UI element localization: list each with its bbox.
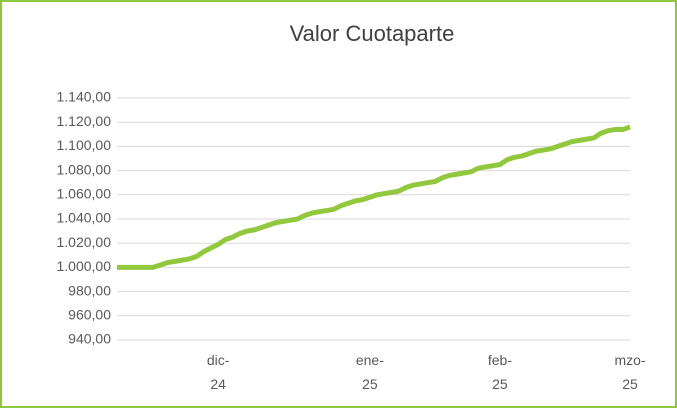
x-tick-label: feb-25	[487, 352, 512, 392]
y-tick-label: 960,00	[68, 307, 111, 323]
y-tick-label: 1.140,00	[57, 89, 112, 105]
y-tick-label: 1.060,00	[57, 186, 112, 202]
y-tick-label: 980,00	[68, 282, 111, 298]
y-tick-label: 1.020,00	[57, 234, 112, 250]
y-tick-label: 1.120,00	[57, 113, 112, 129]
y-tick-label: 1.100,00	[57, 137, 112, 153]
y-tick-label: 1.080,00	[57, 161, 112, 177]
y-tick-label: 940,00	[68, 331, 111, 347]
y-tick-label: 1.000,00	[57, 258, 112, 274]
x-tick-label: mzo-25	[614, 352, 646, 392]
chart-title: Valor Cuotaparte	[290, 21, 455, 46]
x-tick-label: ene-25	[355, 352, 384, 392]
x-tick-label: dic-24	[206, 352, 230, 392]
data-line	[117, 124, 631, 270]
y-tick-label: 1.040,00	[57, 210, 112, 226]
